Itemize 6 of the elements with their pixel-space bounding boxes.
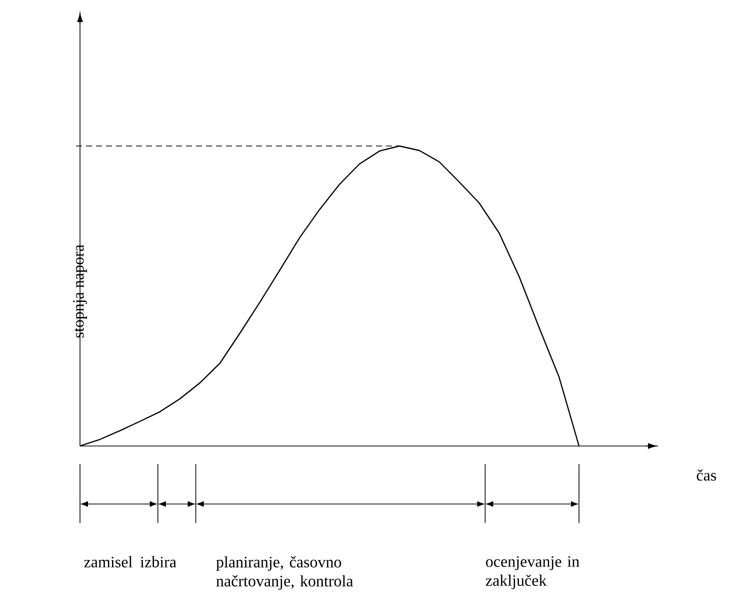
text: čas	[696, 469, 716, 481]
text: ocenjevanje in zaključek	[486, 556, 580, 590]
text: izbira	[140, 556, 176, 568]
y-axis-title: stopnja napora	[73, 244, 88, 338]
text: planiranje, časovno načrtovanje, kontrola	[216, 556, 354, 590]
text: zamisel	[84, 556, 132, 568]
